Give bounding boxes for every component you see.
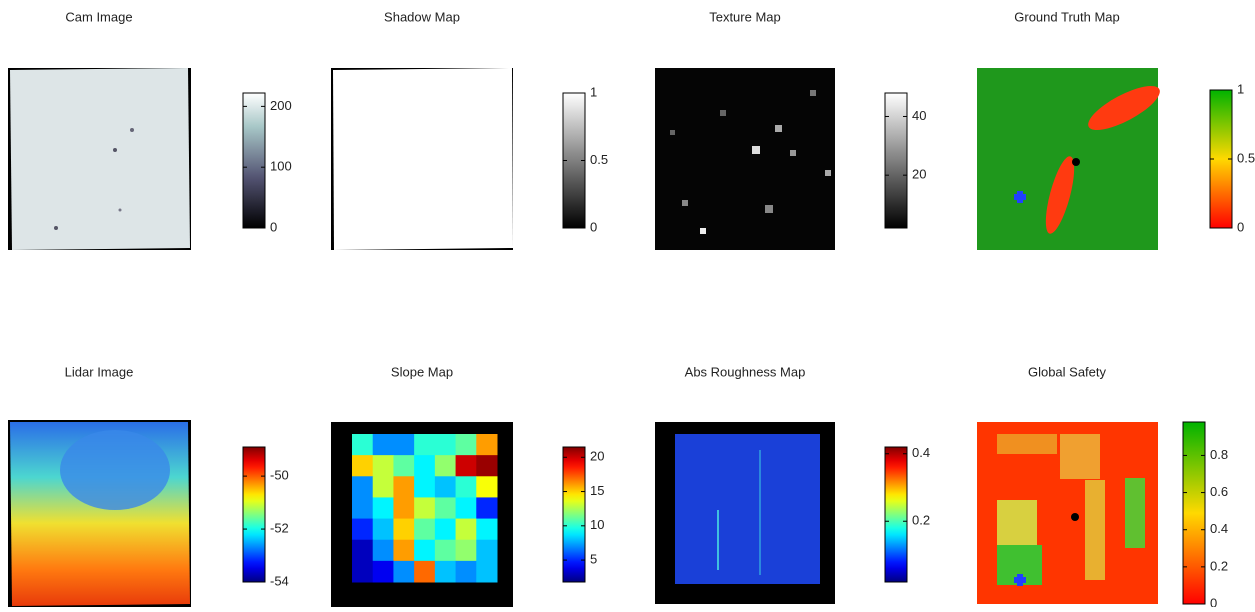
shadow-image [331,68,513,250]
colorbar-tick-label: -50 [270,468,289,483]
panel-title: Global Safety [1028,364,1107,379]
heatmap-cell [352,540,373,562]
cam-image [8,68,191,250]
heatmap-cell [373,434,394,456]
panel-title: Abs Roughness Map [685,364,806,379]
colorbar-tick-label: 0 [1210,595,1217,607]
heatmap-cell [393,434,414,456]
colorbar-tick-label: 100 [270,159,292,174]
colorbar [243,447,265,582]
heatmap-cell [393,561,414,583]
heatmap-cell [435,497,456,519]
heatmap-cell [414,434,435,456]
colorbar-tick-label: 0.8 [1210,447,1228,462]
heatmap-cell [414,540,435,562]
heatmap-cell [393,455,414,477]
heatmap-cell [352,476,373,498]
figure: Cam Image0100200Shadow Map00.51Texture M… [0,0,1255,607]
heatmap-cell [456,434,477,456]
colorbar-tick-label: 0 [590,219,597,234]
panel-title: Cam Image [65,9,132,24]
heatmap-cell [456,476,477,498]
colorbar-tick-label: -52 [270,520,289,535]
heatmap-cell [414,497,435,519]
colorbar [1183,422,1205,604]
colorbar [885,93,907,228]
colorbar-tick-label: 0.4 [1210,521,1228,536]
heatmap-cell [476,476,497,498]
heatmap-cell [373,455,394,477]
heatmap-cell [414,476,435,498]
colorbar-tick-label: 200 [270,98,292,113]
colorbar-tick-label: 0.2 [1210,558,1228,573]
colorbar [563,447,585,582]
heatmap-cell [435,561,456,583]
heatmap-cell [435,455,456,477]
panel-title: Shadow Map [384,9,460,24]
heatmap-cell [373,561,394,583]
lidar-image [8,420,191,607]
heatmap-cell [435,540,456,562]
panel-title: Slope Map [391,364,453,379]
heatmap-cell [476,540,497,562]
heatmap-cell [456,561,477,583]
heatmap-cell [435,434,456,456]
page: {"chart_data": [ {"type": "image", "titl… [0,0,1255,607]
heatmap-cell [456,455,477,477]
heatmap-cell [435,476,456,498]
colorbar-tick-label: 40 [912,108,926,123]
heatmap-cell [393,476,414,498]
colorbar-tick-label: 10 [590,517,604,532]
heatmap-cell [373,497,394,519]
colorbar-tick-label: -54 [270,573,289,588]
colorbar-tick-label: 0 [270,219,277,234]
colorbar-tick-label: 0.4 [912,445,930,460]
heatmap-cell [476,497,497,519]
colorbar-tick-label: 20 [912,167,926,182]
heatmap-cell [456,497,477,519]
heatmap-cell [414,455,435,477]
colorbar-tick-label: 5 [590,552,597,567]
colorbar-tick-label: 0.5 [1237,150,1255,165]
heatmap-cell [352,519,373,541]
heatmap-cell [373,540,394,562]
heatmap-cell [456,519,477,541]
colorbar-tick-label: 0 [1237,219,1244,234]
colorbar-tick-label: 1 [590,84,597,99]
heatmap-cell [352,455,373,477]
heatmap-cell [352,497,373,519]
colorbar-tick-label: 15 [590,483,604,498]
heatmap-cell [435,519,456,541]
heatmap-cell [393,519,414,541]
heatmap-cell [352,434,373,456]
colorbar-tick-label: 20 [590,449,604,464]
panel-title: Ground Truth Map [1014,9,1120,24]
heatmap-cell [476,434,497,456]
heatmap-cell [456,540,477,562]
heatmap-cell [414,561,435,583]
colorbar [885,447,907,582]
ground-truth-image [977,68,1165,250]
roughness-image [655,422,835,604]
heatmap-cell [352,561,373,583]
colorbar-tick-label: 0.6 [1210,484,1228,499]
heatmap-cell [476,455,497,477]
colorbar-tick-label: 1 [1237,81,1244,96]
panel-title: Lidar Image [65,364,134,379]
colorbar [243,93,265,228]
texture-image [655,68,835,250]
heatmap-cell [373,476,394,498]
heatmap-cell [373,519,394,541]
heatmap-cell [476,561,497,583]
heatmap-cell [393,540,414,562]
colorbar-tick-label: 0.2 [912,513,930,528]
panel-title: Texture Map [709,9,781,24]
safety-image [977,422,1158,604]
heatmap-cell [476,519,497,541]
heatmap-cell [393,497,414,519]
colorbar-tick-label: 0.5 [590,152,608,167]
heatmap-cell [414,519,435,541]
